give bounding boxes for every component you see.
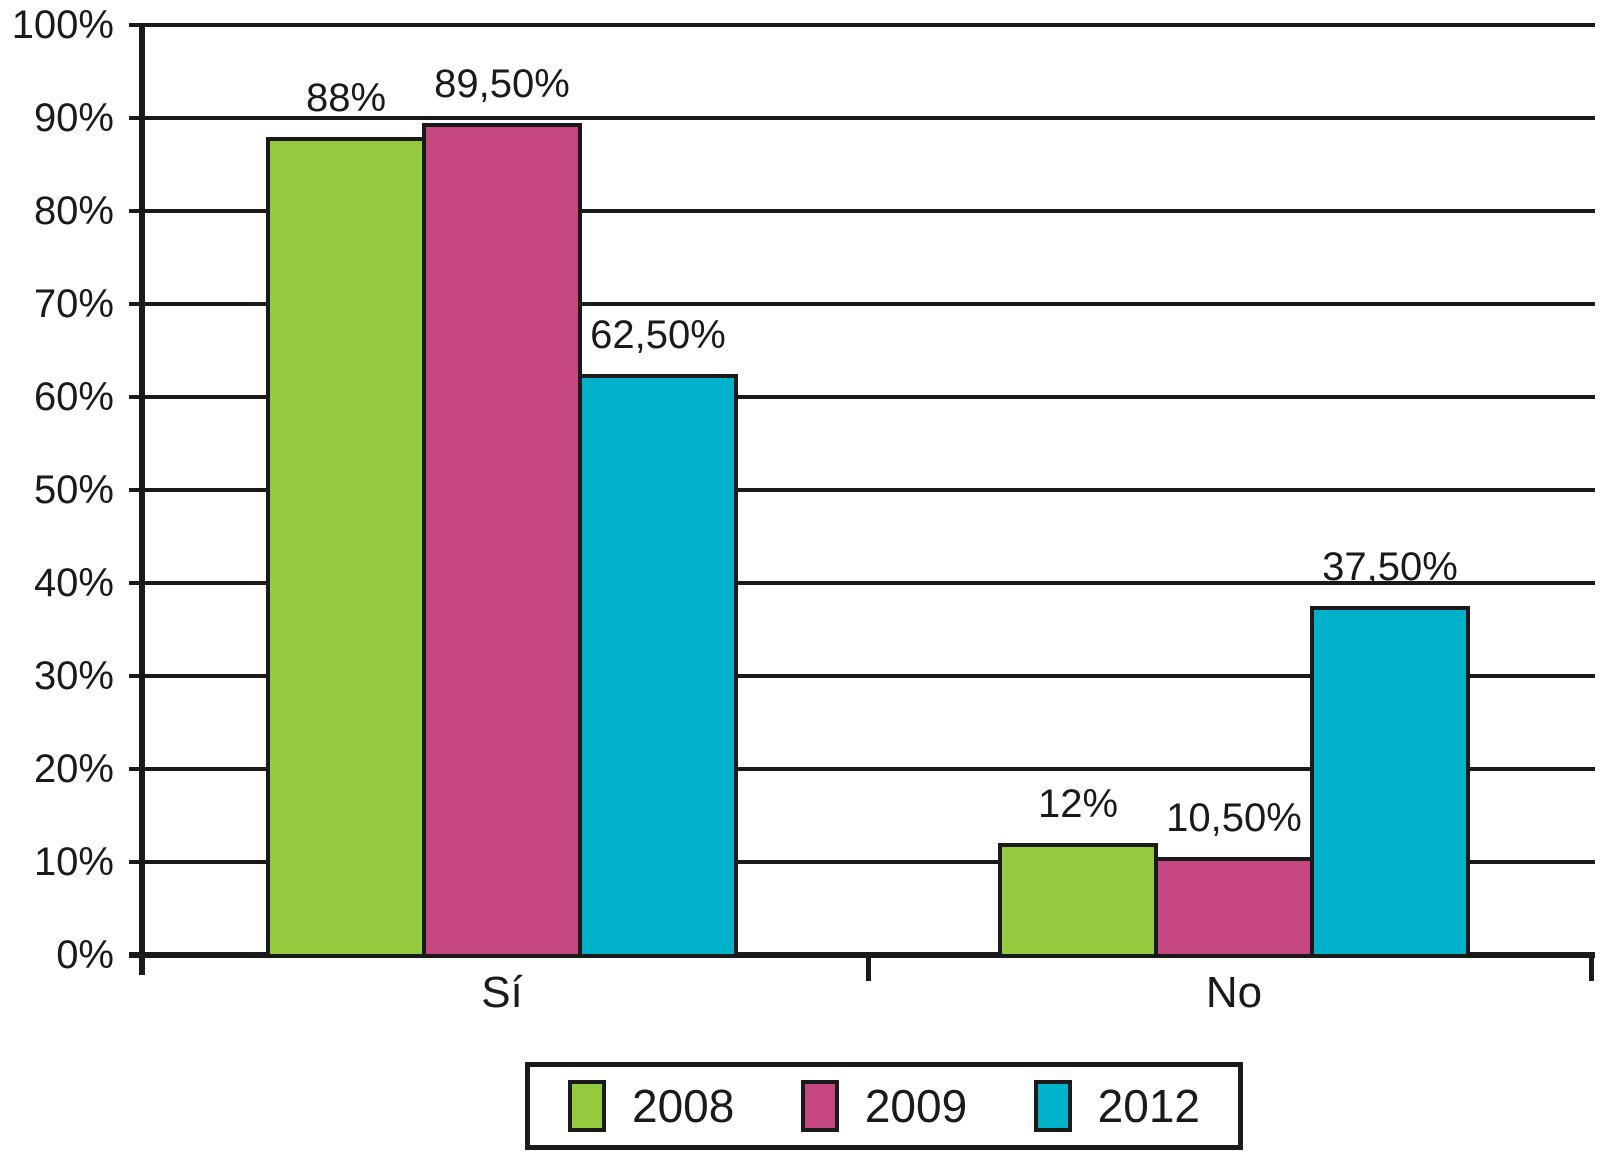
value-label-2012-si: 62,50% — [590, 313, 726, 357]
legend-item-2008: 2008 — [568, 1080, 734, 1132]
y-tick-label-100: 100% — [11, 3, 114, 47]
value-label-2009-si: 89,50% — [434, 62, 570, 106]
value-label-2008-si: 88% — [305, 76, 387, 120]
gridline-40 — [129, 581, 1595, 585]
gridline-70 — [129, 302, 1595, 306]
x-tick-mid — [866, 955, 871, 981]
legend: 2008 2009 2012 — [525, 1062, 1243, 1150]
x-category-label-no: No — [1205, 968, 1263, 1017]
legend-label-2008: 2008 — [632, 1080, 735, 1132]
y-tick-label-20: 20% — [33, 747, 114, 791]
legend-item-2009: 2009 — [800, 1080, 968, 1132]
x-category-label-si: Sí — [481, 968, 523, 1017]
legend-label-2009: 2009 — [864, 1080, 968, 1132]
legend-item-2012: 2012 — [1033, 1080, 1200, 1132]
legend-swatch-2008 — [568, 1080, 606, 1132]
y-tick-label-80: 80% — [33, 189, 114, 233]
y-tick-label-0: 0% — [56, 933, 114, 977]
x-axis-line — [129, 952, 1595, 958]
legend-label-2012: 2012 — [1097, 1080, 1200, 1132]
legend-swatch-2009 — [800, 1080, 839, 1132]
bar-2009-si — [422, 123, 582, 958]
gridline-20 — [129, 767, 1595, 771]
y-tick-label-60: 60% — [33, 375, 114, 419]
gridline-80 — [129, 209, 1595, 213]
value-label-2008-no: 12% — [1037, 782, 1119, 826]
y-tick-label-10: 10% — [33, 840, 114, 884]
y-tick-label-30: 30% — [33, 654, 114, 698]
gridline-50 — [129, 488, 1595, 492]
gridline-90 — [129, 116, 1595, 120]
legend-swatch-2012 — [1033, 1080, 1072, 1132]
bar-2009-no — [1154, 857, 1314, 958]
y-axis-line — [139, 23, 145, 975]
bar-2008-no — [998, 843, 1158, 958]
value-label-2009-no: 10,50% — [1166, 796, 1302, 840]
gridline-60 — [129, 395, 1595, 399]
y-tick-label-70: 70% — [33, 282, 114, 326]
gridline-30 — [129, 674, 1595, 678]
bar-2012-si — [578, 374, 738, 958]
y-tick-label-90: 90% — [33, 96, 114, 140]
bar-2012-no — [1310, 606, 1470, 958]
value-label-2012-no: 37,50% — [1322, 545, 1458, 589]
gridline-100 — [129, 23, 1595, 27]
y-tick-label-50: 50% — [33, 468, 114, 512]
gridline-10 — [129, 860, 1595, 864]
x-tick-end — [1589, 955, 1594, 981]
y-tick-label-40: 40% — [33, 561, 114, 605]
bar-2008-si — [266, 137, 426, 958]
